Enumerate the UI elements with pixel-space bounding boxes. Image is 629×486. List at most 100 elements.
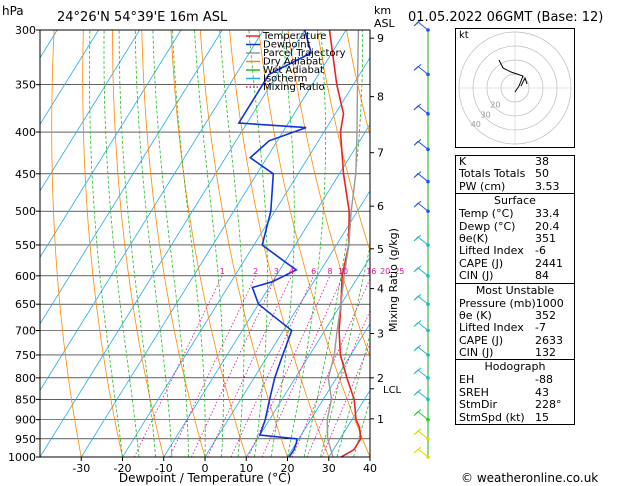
wind-barbs xyxy=(413,19,430,459)
legend-item: Mixing Ratio xyxy=(263,82,325,93)
mixing-ratio-label: 25 xyxy=(394,267,404,276)
index-value: 2633 xyxy=(535,333,563,347)
km-label: km xyxy=(374,4,392,17)
series-dewpoint xyxy=(237,30,313,457)
mixing-ratio-label: 4 xyxy=(289,267,294,276)
index-label: CIN (J) xyxy=(459,269,494,283)
index-label: K xyxy=(459,155,467,168)
index-label: Pressure (mb) xyxy=(459,296,536,310)
index-row: θe (K) 352 xyxy=(456,308,574,322)
wind-barb xyxy=(413,320,429,331)
wet-adiabat-line xyxy=(103,30,140,457)
mixing-ratio-label: 6 xyxy=(311,267,316,276)
hodograph-indices-section: Hodograph EH -88 SREH 43 StmDir 228° StmSpd (k… xyxy=(456,359,574,424)
valid-time: 01.05.2022 06GMT (Base: 12) xyxy=(408,10,604,25)
isotherm-line xyxy=(204,190,370,457)
temperature-tick-label: 10 xyxy=(239,462,253,475)
isotherm-line xyxy=(122,56,370,457)
wet-adiabat-line xyxy=(303,30,363,457)
mixing-ratio-label: 16 xyxy=(366,267,376,276)
wind-barb xyxy=(413,388,429,400)
index-value: -7 xyxy=(535,321,546,335)
index-row: Totals Totals 50 xyxy=(456,167,574,181)
hodograph-ring-label: 20 xyxy=(490,101,500,110)
temperature-tick-label: 20 xyxy=(281,462,295,475)
storm-motion-arrow xyxy=(520,76,528,87)
index-row: SREH 43 xyxy=(456,385,574,399)
location-label: 24°26'N 54°39'E 16m ASL xyxy=(57,10,228,25)
index-value: 50 xyxy=(535,167,549,181)
temperature-tick-label: -30 xyxy=(72,462,90,475)
isotherm-line xyxy=(287,323,370,457)
wind-barb xyxy=(413,293,429,305)
axes: 1 2 3 4 6 8 10 16 20 2530035040045050055060065070… xyxy=(8,24,404,485)
index-label: SREH xyxy=(459,385,489,399)
pressure-tick-label: 400 xyxy=(15,126,36,139)
series-temperature xyxy=(328,30,362,457)
dry-adiabat-line xyxy=(82,30,123,457)
index-row: Pressure (mb) 1000 xyxy=(456,296,574,310)
series-parcel-trajectory xyxy=(326,30,360,457)
background-lines xyxy=(0,30,370,457)
dry-adiabat-line xyxy=(141,30,206,457)
index-row: Dewp (°C) 20.4 xyxy=(456,219,574,233)
pressure-tick-label: 600 xyxy=(15,270,36,283)
wind-barb xyxy=(413,103,429,115)
dry-adiabat-line xyxy=(112,30,165,457)
index-label: CAPE (J) xyxy=(459,333,504,347)
hodograph-panel: kt 20 30 40 xyxy=(455,28,575,148)
index-row: Lifted Index -6 xyxy=(456,244,574,258)
height-tick-label: 2 xyxy=(377,372,384,385)
wind-barb xyxy=(413,446,429,458)
legend-item: Wet Adiabat xyxy=(263,65,324,76)
mixing-ratio-label: 20 xyxy=(380,267,390,276)
index-label: Lifted Index xyxy=(459,321,524,335)
isotherm-line xyxy=(0,30,16,457)
index-label: PW (cm) xyxy=(459,179,506,193)
mixing-ratio-line xyxy=(230,275,315,457)
index-row: PW (cm) 3.53 xyxy=(456,179,574,193)
index-label: CIN (J) xyxy=(459,346,494,360)
wind-barb xyxy=(413,234,429,246)
height-tick-label: 8 xyxy=(377,91,384,104)
temperature-tick-label: 30 xyxy=(322,462,336,475)
index-row: CAPE (J) 2633 xyxy=(456,333,574,347)
wind-barb xyxy=(413,409,429,421)
mixing-ratio-line xyxy=(191,275,277,457)
mixing-ratio-label: 10 xyxy=(338,267,348,276)
dry-adiabat-line xyxy=(287,30,370,358)
index-value: -6 xyxy=(535,244,546,258)
mixing-ratio-line xyxy=(248,275,331,457)
temperature-tick-label: -20 xyxy=(114,462,132,475)
index-row: CIN (J) 84 xyxy=(456,269,574,283)
wind-barb xyxy=(413,64,429,75)
wet-adiabat-line xyxy=(134,30,173,457)
index-label: Totals Totals xyxy=(459,167,526,181)
asl-label: ASL xyxy=(374,17,395,30)
isotherm-line xyxy=(40,30,264,392)
index-label: θe (K) xyxy=(459,308,492,322)
pressure-tick-label: 700 xyxy=(15,325,36,338)
height-tick-label: 4 xyxy=(377,283,384,296)
index-label: Dewp (°C) xyxy=(459,219,516,233)
legend-item: Dry Adiabat xyxy=(263,57,322,68)
most-unstable-section: Most Unstable Pressure (mb) 1000 θe (K) 352… xyxy=(456,282,574,360)
pressure-tick-label: 800 xyxy=(15,372,36,385)
index-row: Lifted Index -7 xyxy=(456,321,574,335)
pressure-tick-label: 950 xyxy=(15,433,36,446)
pressure-tick-label: 850 xyxy=(15,393,36,406)
hodograph-ring-label: 40 xyxy=(471,120,481,129)
pressure-tick-label: 500 xyxy=(15,205,36,218)
height-tick-label: 6 xyxy=(377,200,384,213)
index-label: θe(K) xyxy=(459,231,489,245)
legend-item: Temperature xyxy=(262,31,326,42)
index-value: 43 xyxy=(535,385,549,399)
isotherm-line xyxy=(163,123,370,457)
hodograph-indices-title: Hodograph xyxy=(484,360,546,374)
wind-barb xyxy=(413,344,429,356)
dry-adiabat-line xyxy=(258,30,370,457)
wind-barb xyxy=(413,19,429,31)
pressure-tick-label: 750 xyxy=(15,349,36,362)
